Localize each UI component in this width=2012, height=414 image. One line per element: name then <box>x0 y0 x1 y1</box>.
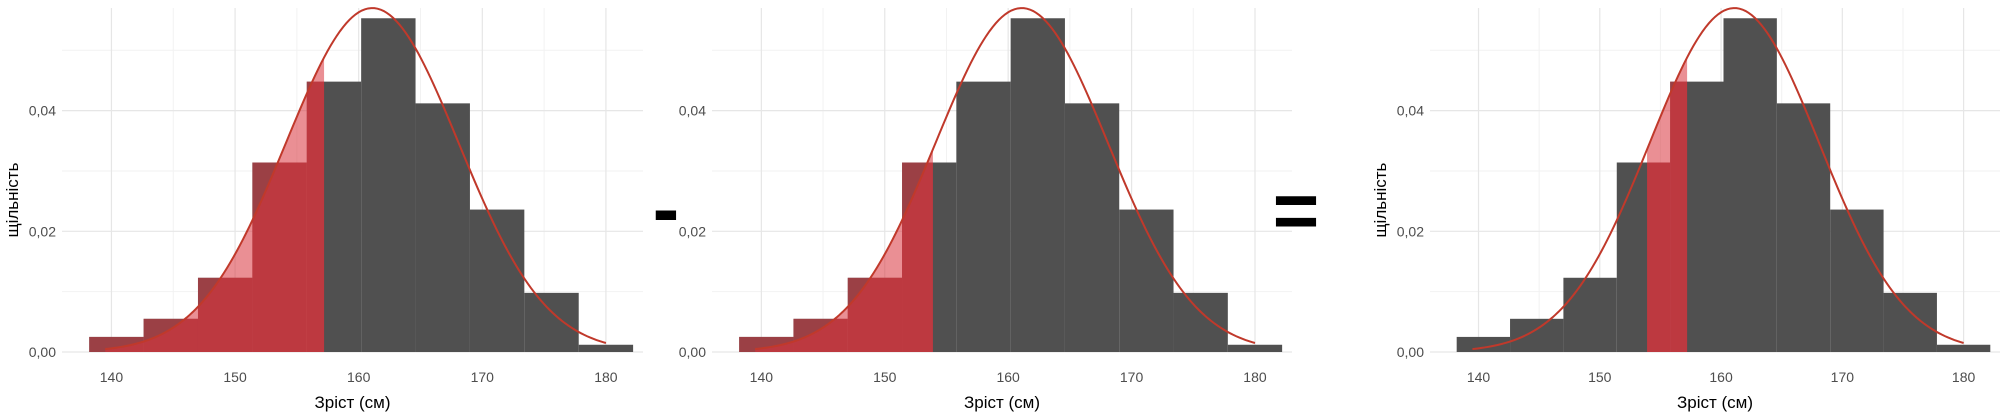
x-tick-label: 170 <box>471 369 495 385</box>
x-axis-title: Зріст (см) <box>964 393 1040 412</box>
shaded-bars <box>89 81 325 353</box>
x-tick-label: 150 <box>223 369 247 385</box>
x-tick-label: 160 <box>347 369 371 385</box>
x-tick-label: 140 <box>100 369 124 385</box>
y-tick-label: 0,04 <box>29 103 56 119</box>
x-tick-label: 160 <box>996 369 1020 385</box>
histogram-bar <box>1723 18 1777 353</box>
x-tick-label: 170 <box>1120 369 1144 385</box>
shaded-bar-segment <box>252 162 307 352</box>
histogram-bar <box>524 292 579 352</box>
histogram-bar <box>469 209 525 352</box>
histogram-bar <box>1883 292 1937 352</box>
histogram-bar <box>1830 209 1884 352</box>
x-tick-label: 150 <box>1588 369 1612 385</box>
histogram-bar <box>1510 318 1564 352</box>
bars <box>1456 18 1991 353</box>
y-tick-label: 0,04 <box>679 103 706 119</box>
histogram-bar <box>361 18 416 353</box>
histogram-bar <box>1563 277 1617 352</box>
histogram-bar <box>1227 344 1283 352</box>
shaded-bar-segment <box>902 162 933 352</box>
x-tick-label: 140 <box>1467 369 1491 385</box>
minus-operator: - <box>653 164 680 253</box>
shaded-bar-segment <box>739 336 794 352</box>
histogram-bar <box>1119 209 1174 352</box>
shaded-bar-segment <box>89 336 144 352</box>
shaded-bars <box>739 162 933 352</box>
panel-3: 140 150 160 170 180 0,00 0,02 0,04 Зріст (см) щіл… <box>1371 7 2000 412</box>
shaded-bar-segment <box>1670 81 1688 353</box>
panel-1: 140 150 160 170 180 0,00 0,02 0,04 Зріст (см) щіл… <box>3 7 643 412</box>
shaded-bar-segment <box>143 318 198 352</box>
x-tick-label: 140 <box>750 369 774 385</box>
normal-density-curve <box>1472 7 1964 351</box>
shaded-bar-segment <box>793 318 848 352</box>
histogram-bar <box>1456 336 1511 352</box>
x-tick-label: 170 <box>1831 369 1855 385</box>
histogram-bar <box>1064 103 1120 352</box>
histogram-bar <box>1776 103 1831 352</box>
normal-density-curve <box>105 7 607 351</box>
y-axis-title: щільність <box>1371 162 1390 237</box>
x-tick-label: 180 <box>594 369 618 385</box>
y-tick-label: 0,02 <box>29 223 56 239</box>
panel-2: 140 150 160 170 180 0,00 0,02 0,04 Зріст (см) <box>679 7 1292 412</box>
x-tick-label: 160 <box>1709 369 1733 385</box>
y-tick-label: 0,04 <box>1397 103 1424 119</box>
x-tick-label: 150 <box>873 369 897 385</box>
y-tick-label: 0,00 <box>679 344 706 360</box>
normal-density-curve <box>755 7 1256 351</box>
shaded-bars <box>1647 81 1688 353</box>
x-tick-label: 180 <box>1243 369 1267 385</box>
x-tick-label: 180 <box>1952 369 1976 385</box>
histogram-bar <box>1936 344 1991 352</box>
shaded-bar-segment <box>306 81 325 353</box>
y-axis-title: щільність <box>3 162 22 237</box>
shaded-bar-segment <box>1647 162 1671 352</box>
equals-operator: = <box>1273 166 1320 255</box>
y-tick-label: 0,02 <box>1397 223 1424 239</box>
histogram-bar <box>956 81 1011 353</box>
y-tick-label: 0,02 <box>679 223 706 239</box>
shaded-bar-segment <box>847 277 903 352</box>
histogram-bar <box>1010 18 1065 353</box>
shaded-bar-segment <box>197 277 253 352</box>
y-tick-label: 0,00 <box>29 344 56 360</box>
bars <box>89 18 634 353</box>
y-tick-label: 0,00 <box>1397 344 1424 360</box>
x-axis-title: Зріст (см) <box>314 393 390 412</box>
x-axis-title: Зріст (см) <box>1677 393 1753 412</box>
histogram-bar <box>1173 292 1228 352</box>
histogram-bar <box>578 344 634 352</box>
bars <box>739 18 1283 353</box>
histogram-bar <box>415 103 470 352</box>
